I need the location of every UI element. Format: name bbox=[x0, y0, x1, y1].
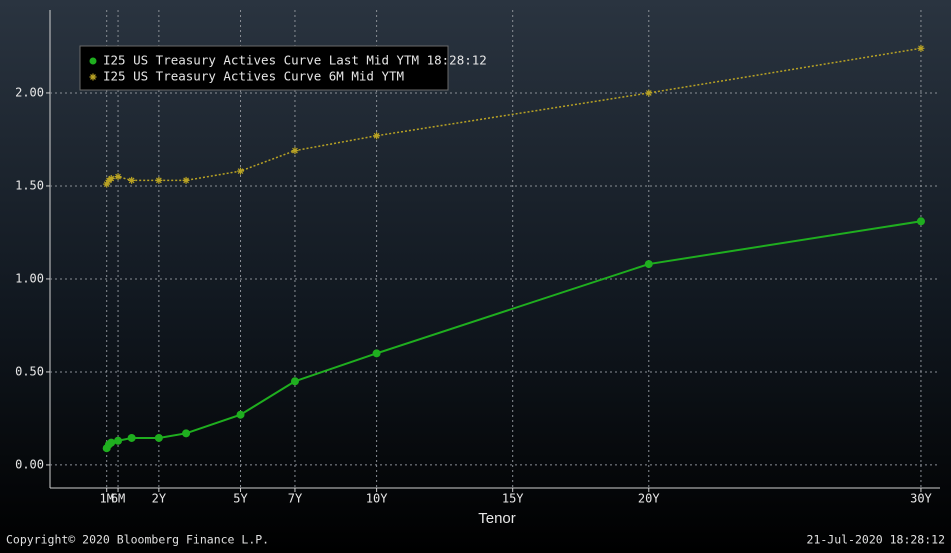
marker bbox=[644, 260, 653, 269]
marker bbox=[155, 176, 163, 184]
y-tick-label: 0.50 bbox=[15, 364, 44, 378]
marker bbox=[916, 217, 925, 226]
x-tick-label: 10Y bbox=[366, 492, 388, 506]
marker bbox=[103, 180, 111, 188]
x-tick-label: 5Y bbox=[233, 492, 248, 506]
marker bbox=[237, 167, 245, 175]
x-tick-label: 30Y bbox=[910, 492, 932, 506]
marker bbox=[128, 176, 136, 184]
y-tick-label: 2.00 bbox=[15, 85, 44, 99]
y-tick-label: 0.00 bbox=[15, 457, 44, 471]
x-tick-label: 2Y bbox=[152, 492, 167, 506]
marker bbox=[372, 349, 381, 358]
legend-marker bbox=[89, 73, 97, 81]
marker bbox=[645, 89, 653, 97]
marker bbox=[107, 438, 116, 447]
x-tick-label: 20Y bbox=[638, 492, 660, 506]
marker bbox=[114, 173, 122, 181]
y-tick-label: 1.50 bbox=[15, 178, 44, 192]
marker bbox=[182, 176, 190, 184]
timestamp: 21-Jul-2020 18:28:12 bbox=[807, 533, 945, 547]
marker bbox=[236, 410, 245, 419]
x-tick-label: 7Y bbox=[288, 492, 303, 506]
legend-box bbox=[79, 45, 449, 91]
series-line bbox=[106, 47, 922, 185]
marker bbox=[291, 147, 299, 155]
legend-marker bbox=[89, 57, 97, 65]
grid bbox=[50, 10, 940, 488]
x-axis-title: Tenor bbox=[478, 510, 516, 527]
x-tick-label: 6M bbox=[111, 492, 125, 506]
x-tick-label: 1M bbox=[99, 492, 113, 506]
legend-label: I25 US Treasury Actives Curve Last Mid Y… bbox=[103, 53, 487, 68]
marker bbox=[107, 175, 115, 183]
marker bbox=[182, 429, 191, 438]
legend-label: I25 US Treasury Actives Curve 6M Mid YTM bbox=[103, 69, 404, 84]
marker bbox=[154, 433, 163, 442]
y-tick-label: 1.00 bbox=[15, 271, 44, 285]
marker bbox=[917, 44, 925, 52]
x-tick-label: 15Y bbox=[502, 492, 524, 506]
marker bbox=[373, 132, 381, 140]
copyright: Copyright© 2020 Bloomberg Finance L.P. bbox=[6, 533, 269, 547]
plot bbox=[102, 44, 925, 453]
marker bbox=[290, 377, 299, 386]
legend: I25 US Treasury Actives Curve Last Mid Y… bbox=[89, 53, 487, 84]
marker bbox=[114, 436, 123, 445]
marker bbox=[127, 433, 136, 442]
